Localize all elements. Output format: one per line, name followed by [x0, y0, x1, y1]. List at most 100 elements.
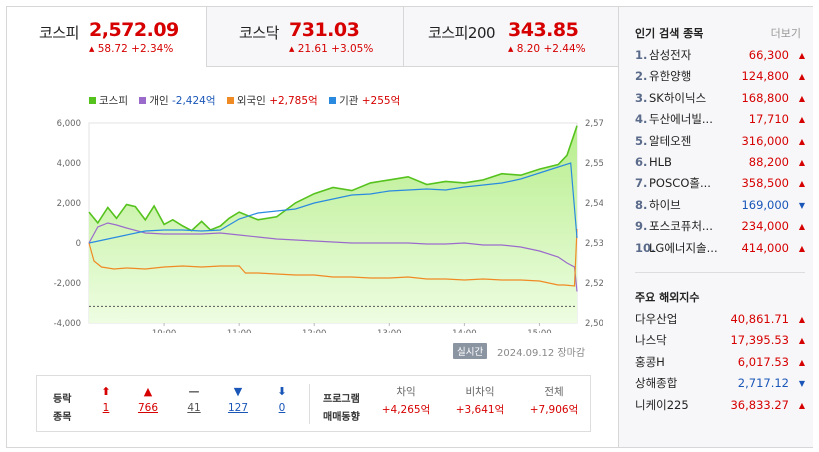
down-triangle-icon: ▼ [798, 200, 805, 210]
legend-foreign[interactable]: 외국인 +2,785억 [226, 95, 318, 107]
tab-value: 343.85 [508, 19, 579, 41]
tab-value: 2,572.09 [89, 19, 179, 41]
stock-price: 169,000 [741, 197, 789, 212]
breadth-count[interactable]: 127 [227, 402, 249, 414]
breadth-count[interactable]: 766 [137, 402, 159, 414]
stock-price: 316,000 [741, 133, 789, 148]
rank: 10. [635, 240, 656, 255]
program-non-arbitrage: 비차익 +3,641억 [445, 384, 515, 417]
change-points: 8.20 [516, 43, 541, 55]
popular-item[interactable]: 1. 삼성전자 66,300 ▲ [635, 45, 805, 66]
tab-name: 코스피200 [428, 24, 496, 42]
breadth-rising[interactable]: ▲ 766 [133, 384, 163, 414]
tab-name: 코스피 [39, 24, 79, 42]
breadth-unchanged[interactable]: — 41 [179, 384, 209, 414]
legend-value: +255억 [361, 95, 401, 107]
popular-item[interactable]: 5. 알테오젠 316,000 ▲ [635, 131, 805, 152]
right-axis-tick: 2,507.95 [585, 319, 603, 329]
rank: 1. [635, 48, 648, 62]
divider [635, 272, 805, 273]
up-triangle-icon: ▲ [798, 93, 805, 103]
down-triangle-icon: ▼ [798, 379, 805, 389]
legend-kospi[interactable]: 코스피 [89, 95, 128, 107]
left-axis-tick: 4,000 [57, 159, 81, 169]
index-value: 17,395.53 [730, 333, 789, 348]
up-triangle-icon: ▲ [798, 51, 805, 60]
left-axis-tick: -2,000 [54, 279, 81, 289]
rank: 4. [635, 112, 648, 127]
index-name: 니케이225 [635, 397, 689, 412]
world-index-list: 다우산업 40,861.71 ▲ 나스닥 17,395.53 ▲ 홍콩H 6,017.53 ▲ 상… [635, 309, 805, 416]
up-triangle-icon: ▲ [89, 45, 95, 53]
world-index-item[interactable]: 나스닥 17,395.53 ▲ [635, 330, 805, 351]
legend-value: +2,785억 [269, 95, 318, 107]
world-index-item[interactable]: 다우산업 40,861.71 ▲ [635, 309, 805, 330]
tab-kospi200[interactable]: 코스피200 343.85 ▲ 8.20 +2.44% [403, 7, 618, 67]
world-index-item[interactable]: 니케이225 36,833.27 ▲ [635, 395, 805, 416]
legend-swatch [226, 97, 234, 104]
program-col-label: 차익 [396, 386, 416, 398]
popular-item[interactable]: 4. 두산에너빌... 17,710 ▲ [635, 109, 805, 130]
index-value: 40,861.71 [730, 312, 789, 326]
tab-kosdaq[interactable]: 코스닥 731.03 ▲ 21.61 +3.05% [206, 7, 403, 67]
legend-label: 외국인 [236, 95, 266, 107]
falling-icon: ▼ [233, 385, 243, 398]
up-triangle-icon: ▲ [798, 115, 805, 125]
legend-swatch [329, 97, 337, 104]
kospi-area [89, 125, 577, 323]
popular-item[interactable]: 2. 유한양행 124,800 ▲ [635, 66, 805, 87]
popular-item[interactable]: 9. 포스코퓨처... 234,000 ▲ [635, 216, 805, 237]
change-percent: +2.34% [131, 43, 174, 55]
breadth-lower-limit[interactable]: ⬇ 0 [267, 384, 297, 414]
up-triangle-icon: ▲ [289, 45, 295, 53]
stock-name: LG에너지솔... [649, 240, 718, 255]
left-axis-tick: 0 [76, 239, 81, 249]
right-panel: 인기 검색 종목 더보기 1. 삼성전자 66,300 ▲ 2. 유한양행 124,800 ▲… [618, 7, 813, 447]
world-index-item[interactable]: 홍콩H 6,017.53 ▲ [635, 352, 805, 373]
breadth-count[interactable]: 0 [278, 402, 286, 414]
index-name: 다우산업 [635, 312, 678, 326]
rank: 8. [635, 197, 648, 212]
legend-individual[interactable]: 개인 -2,424억 [139, 95, 216, 107]
world-title: 주요 해외지수 [635, 291, 700, 304]
popular-item[interactable]: 6. HLB 88,200 ▲ [635, 152, 805, 173]
breadth-count[interactable]: 1 [102, 402, 110, 414]
intraday-chart[interactable]: 6,000 4,000 2,000 0 -2,000 -4,000 2,572.99 2,55… [43, 109, 603, 333]
popular-item[interactable]: 7. POSCO홀... 358,500 ▲ [635, 173, 805, 194]
chart-legend: 코스피 개인 -2,424억 외국인 +2,785억 기관 +255억 [89, 93, 408, 108]
stock-price: 168,800 [741, 90, 789, 105]
popular-list: 1. 삼성전자 66,300 ▲ 2. 유한양행 124,800 ▲ 3. SK하이닉스 168,8… [635, 45, 805, 259]
index-value: 6,017.53 [737, 354, 789, 369]
index-name: 상해종합 [635, 376, 678, 391]
breadth-count[interactable]: 41 [187, 402, 201, 414]
up-triangle-icon: ▲ [798, 136, 805, 146]
tab-kospi[interactable]: 코스피 2,572.09 ▲ 58.72 +2.34% [7, 7, 206, 67]
tab-change: ▲ 8.20 +2.44% [508, 43, 586, 55]
program-col-label: 비차익 [465, 386, 495, 398]
world-index-item[interactable]: 상해종합 2,717.12 ▼ [635, 373, 805, 394]
stock-name: 두산에너빌... [649, 112, 713, 127]
up-triangle-icon: ▲ [798, 222, 805, 232]
program-label-2: 매매동향 [323, 412, 360, 423]
more-link[interactable]: 더보기 [770, 27, 801, 40]
stock-name: SK하이닉스 [649, 90, 707, 105]
index-value: 36,833.27 [730, 397, 789, 412]
legend-institution[interactable]: 기관 +255억 [329, 95, 400, 107]
breadth-upper-limit[interactable]: ⬆ 1 [91, 384, 121, 414]
right-axis-tick: 2,520.96 [585, 279, 603, 289]
stock-name: 알테오젠 [649, 133, 692, 148]
popular-item[interactable]: 3. SK하이닉스 168,800 ▲ [635, 88, 805, 109]
popular-item[interactable]: 8. 하이브 169,000 ▼ [635, 195, 805, 216]
program-col-label: 전체 [544, 386, 564, 398]
institution-line [88, 162, 578, 244]
stock-price: 88,200 [748, 154, 789, 169]
up-triangle-icon: ▲ [798, 315, 805, 324]
rank: 7. [635, 176, 648, 191]
popular-item[interactable]: 10.LG에너지솔... 414,000 ▲ [635, 238, 805, 259]
change-percent: +3.05% [331, 43, 374, 55]
breadth-falling[interactable]: ▼ 127 [223, 384, 253, 414]
program-arbitrage: 차익 +4,265억 [371, 384, 441, 417]
program-col-value: +3,641억 [455, 404, 505, 416]
index-name: 나스닥 [635, 333, 667, 348]
upper-limit-icon: ⬆ [101, 385, 111, 398]
